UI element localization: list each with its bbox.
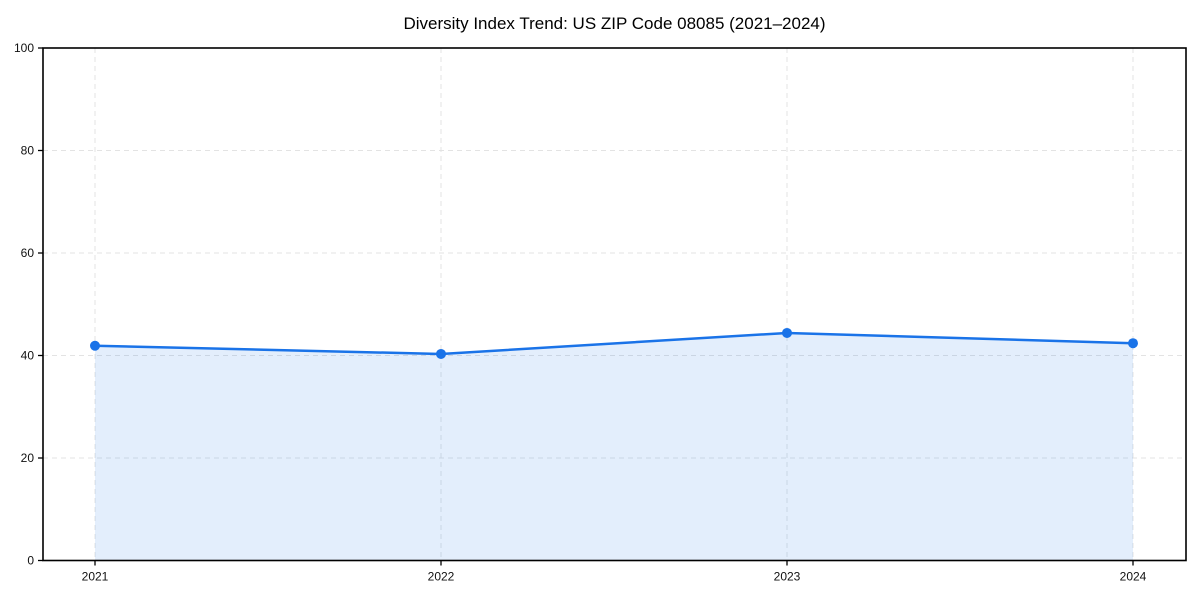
data-point-2024 (1128, 338, 1138, 349)
chart-title: Diversity Index Trend: US ZIP Code 08085… (403, 14, 826, 33)
area-fill (95, 332, 1133, 561)
x-tick-label-2024: 2024 (1120, 570, 1147, 584)
x-tick-label-2022: 2022 (428, 570, 455, 584)
plot-border (42, 47, 1187, 562)
data-point-2023 (782, 327, 792, 338)
data-point-2022 (436, 348, 446, 359)
y-tick-label-80: 80 (21, 144, 35, 158)
y-tick-label-40: 40 (21, 349, 35, 363)
x-tick-label-2021: 2021 (82, 570, 109, 584)
y-tick-label-20: 20 (21, 451, 35, 465)
data-point-2021 (90, 340, 100, 351)
trend-line (93, 331, 1135, 356)
y-tick-label-100: 100 (14, 41, 34, 55)
x-tick-label-2023: 2023 (774, 570, 801, 584)
y-tick-label-60: 60 (21, 246, 35, 260)
y-tick-label-0: 0 (27, 554, 34, 568)
